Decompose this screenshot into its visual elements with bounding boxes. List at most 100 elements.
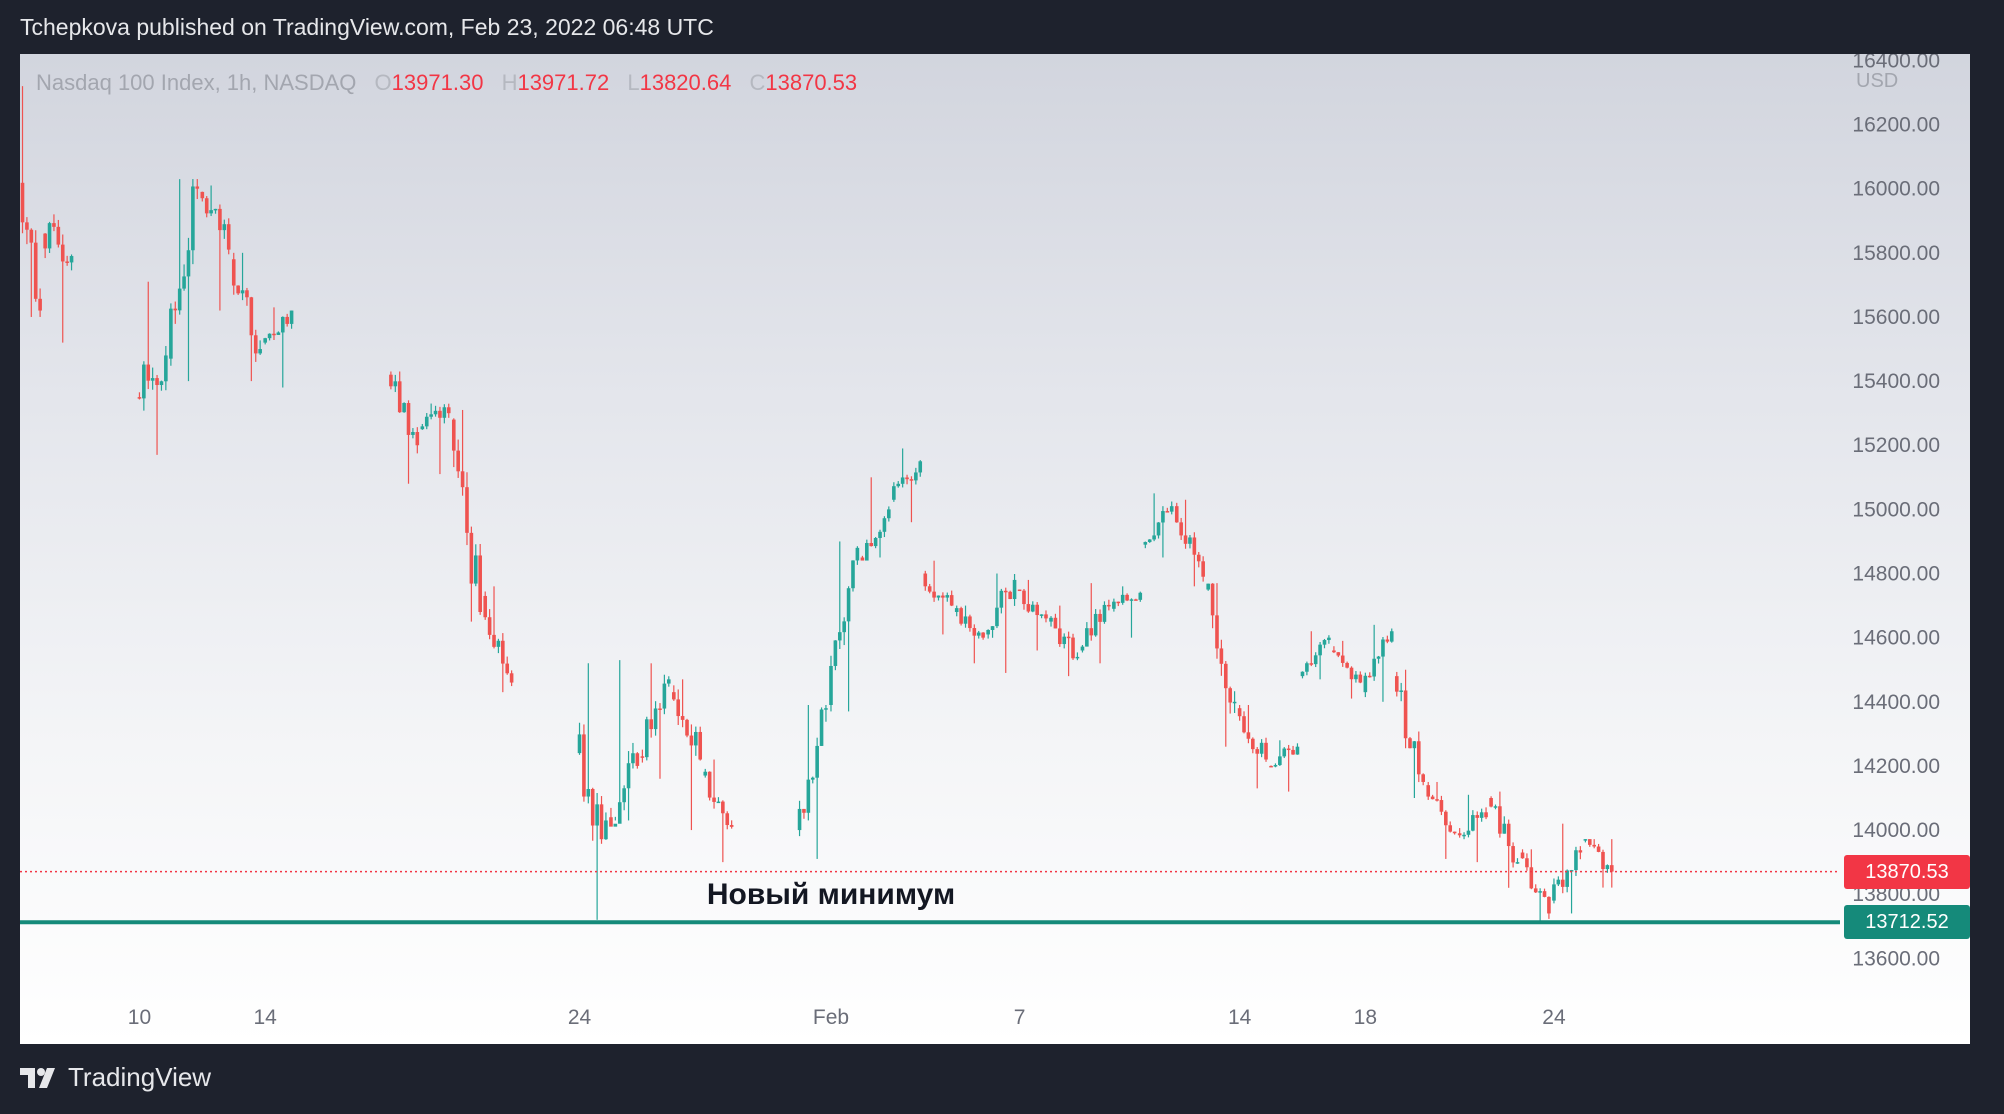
footer-brand[interactable]: TradingView (68, 1062, 212, 1092)
candle-body (981, 632, 985, 638)
price-axis: 16400.00 16200.00 16000.00 15800.00 15600.00… (1852, 54, 1940, 970)
candle-body (38, 298, 42, 311)
candle-body (424, 416, 429, 427)
high-label: H (501, 70, 518, 95)
candle-body (716, 801, 721, 804)
candle-body (923, 573, 928, 587)
candle-body (263, 338, 267, 343)
candle-body (1165, 511, 1170, 513)
candle-body (1381, 639, 1385, 657)
candle-body (707, 771, 712, 798)
candle-body (1416, 741, 1421, 775)
candle-body (995, 607, 999, 627)
candle-body (1520, 852, 1525, 859)
footer: TradingView (20, 1062, 211, 1093)
chart-area[interactable]: 16400.00 16200.00 16000.00 15800.00 15600.00… (20, 54, 1970, 1044)
close-label: C (749, 70, 766, 95)
candle-body (496, 640, 501, 647)
candle-body (860, 557, 865, 561)
candle-body (1255, 749, 1260, 754)
candle-body (1601, 851, 1605, 870)
candlestick-chart[interactable]: 16400.00 16200.00 16000.00 15800.00 15600.00… (20, 54, 1970, 1044)
candle-body (52, 223, 56, 227)
candle-body (896, 483, 901, 487)
candle-body (505, 663, 510, 674)
currency-label[interactable]: USD (1856, 70, 1899, 92)
candle-body (1134, 599, 1138, 601)
candle-body (289, 310, 294, 324)
candle-body (1291, 749, 1295, 755)
time-tick-label: 24 (1542, 1006, 1566, 1029)
candle-body (1358, 674, 1363, 683)
candle-body (1080, 646, 1085, 651)
candle-body (1385, 639, 1390, 642)
candle-body (406, 403, 411, 435)
candle-body (622, 788, 626, 803)
publisher-line: Tchepkova published on TradingView.com, … (20, 14, 714, 40)
candle-body (635, 753, 640, 766)
candle-body (389, 374, 393, 387)
candle-body (1026, 604, 1031, 612)
price-tick-label: 16400.00 (1852, 54, 1940, 72)
candle-body (1498, 806, 1502, 834)
candle-body (712, 797, 716, 802)
candle-body (411, 432, 415, 435)
candle-body (1430, 796, 1435, 800)
candle-body (285, 316, 289, 324)
price-tick-label: 15000.00 (1852, 498, 1940, 521)
candle-body (658, 708, 662, 710)
candle-body (1462, 834, 1466, 837)
candle-body (1313, 655, 1318, 665)
candle-body (1399, 690, 1403, 692)
candle-body (177, 288, 182, 311)
candle-body (725, 813, 730, 826)
candle-body (976, 632, 981, 636)
candle-body (1219, 648, 1224, 664)
candle-body (159, 381, 164, 386)
candle-body (1439, 800, 1444, 812)
candle-body (456, 450, 460, 472)
candle-body (1435, 799, 1439, 801)
candle-body (20, 182, 25, 223)
candle-body (1493, 806, 1498, 808)
candle-body (1237, 708, 1242, 717)
candle-body (1044, 614, 1048, 619)
candle-body (586, 789, 591, 797)
annotation-new-low: Новый минимум (707, 878, 955, 911)
candle-body (1273, 765, 1278, 767)
time-tick-label: 18 (1354, 1006, 1377, 1029)
candle-body (56, 226, 61, 245)
candle-body (1062, 636, 1067, 645)
low-label: L (627, 70, 640, 95)
candle-body (1232, 701, 1237, 704)
candle-body (698, 731, 703, 760)
candle-body (433, 410, 438, 415)
candle-body (729, 825, 734, 827)
candle-body (204, 198, 209, 214)
price-tick-label: 16200.00 (1852, 114, 1940, 137)
price-tick-label: 14800.00 (1852, 563, 1940, 586)
candle-body (1071, 637, 1075, 659)
candle-body (1089, 628, 1094, 636)
candle-body (945, 595, 950, 598)
candle-body (69, 256, 74, 263)
candle-body (1552, 884, 1556, 901)
candle-body (1192, 537, 1197, 555)
candle-body (1259, 742, 1264, 754)
candle-body (797, 808, 802, 831)
candle-body (1529, 867, 1534, 889)
candle-body (1093, 613, 1098, 636)
candle-body (1107, 604, 1111, 607)
candle-body (1525, 858, 1529, 868)
candle-body (599, 804, 604, 840)
candle-body (1596, 846, 1601, 852)
candle-body (819, 709, 824, 746)
candle-body (1484, 812, 1488, 818)
candle-body (873, 537, 878, 547)
candle-body (676, 699, 681, 717)
candle-body (169, 308, 173, 359)
candle-body (1223, 663, 1228, 689)
candle-body (195, 186, 200, 189)
candle-body (662, 683, 667, 709)
candle-body (582, 734, 586, 797)
